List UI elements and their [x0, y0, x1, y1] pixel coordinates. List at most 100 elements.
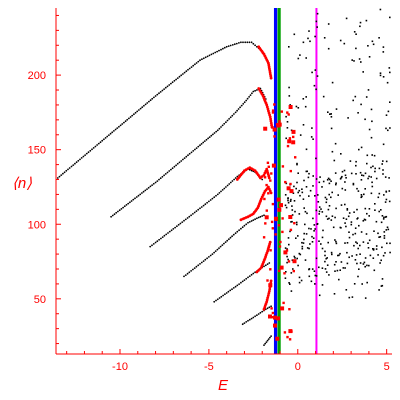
scatter-point [314, 283, 316, 285]
chain-point [202, 141, 205, 144]
scatter-point [306, 170, 308, 173]
chain-point [231, 288, 233, 291]
chain-point [200, 143, 203, 145]
scatter-point [362, 174, 365, 177]
chain-point [149, 185, 152, 188]
chain-point [250, 317, 253, 320]
red-point [279, 203, 283, 208]
scatter-point [343, 169, 346, 172]
scatter-point [362, 71, 364, 73]
y-tick-label: 50 [34, 294, 46, 306]
chain-point [139, 107, 142, 110]
chain-point [194, 63, 196, 66]
scatter-point [359, 171, 362, 174]
red-point [264, 222, 267, 225]
red-point [267, 176, 271, 180]
scatter-point [305, 186, 308, 188]
chain-point [216, 50, 219, 53]
scatter-point [301, 241, 303, 244]
scatter-point [355, 254, 358, 256]
red-point [271, 163, 276, 168]
red-segment-1 [257, 87, 274, 129]
scatter-point [359, 21, 362, 24]
scatter-point [357, 247, 359, 250]
scatter-point [356, 208, 358, 211]
scatter-point [319, 176, 321, 178]
scatter-point [379, 8, 382, 11]
chain-point [240, 227, 242, 230]
chain-point [163, 174, 166, 177]
chain-point [192, 64, 195, 67]
chain-point [249, 94, 252, 96]
scatter-point [338, 278, 340, 281]
scatter-point [286, 261, 288, 264]
red-point [279, 265, 284, 270]
scatter-point [318, 266, 320, 269]
scatter-point [343, 42, 346, 45]
scatter-point [370, 176, 372, 178]
red-point [274, 233, 277, 236]
scatter-point [304, 223, 306, 226]
chain-point [184, 218, 187, 221]
scatter-point [386, 242, 388, 245]
red-point [271, 311, 275, 315]
x-tick-label: -5 [204, 361, 214, 373]
chain-point [175, 164, 178, 167]
chain-point [231, 235, 234, 238]
chain-point [229, 181, 232, 184]
red-point [265, 298, 269, 302]
chain-point [85, 152, 88, 155]
chain-point [110, 215, 112, 218]
scatter-point [312, 138, 314, 140]
scatter-point [360, 194, 363, 196]
scatter-point [316, 75, 319, 77]
chain-point [146, 188, 148, 191]
scatter-point [388, 177, 390, 179]
scatter-point [330, 219, 333, 221]
scatter-point [354, 227, 357, 229]
scatter-point [386, 226, 389, 229]
chain-point [122, 206, 124, 209]
red-point [293, 222, 296, 225]
scatter-point [375, 220, 378, 223]
chain-point [173, 79, 176, 82]
chain-point [218, 192, 221, 194]
chain-point [103, 138, 105, 141]
scatter-point [385, 229, 388, 231]
scatter-point [308, 275, 311, 278]
chain-point [141, 192, 143, 194]
chain-point [144, 103, 147, 106]
chain-point [151, 244, 153, 247]
chain-point [243, 322, 246, 324]
scatter-point [330, 251, 333, 254]
scatter-point [329, 178, 331, 181]
scatter-point [325, 271, 328, 273]
scatter-point [304, 210, 307, 213]
scatter-point [318, 294, 321, 297]
scatter-point [387, 110, 390, 113]
red-point [289, 169, 292, 173]
chain-point [213, 251, 216, 254]
chain-point [248, 318, 251, 321]
chain-point [246, 97, 249, 100]
chain-point [163, 88, 166, 90]
scatter-point [328, 193, 330, 196]
chain-point [233, 43, 236, 46]
red-point [288, 137, 292, 140]
scatter-point [368, 208, 371, 210]
scatter-point [366, 212, 368, 215]
scatter-point [309, 189, 312, 192]
scatter-point [302, 242, 305, 244]
scatter-point [359, 25, 361, 28]
scatter-point [299, 134, 302, 136]
chain-point [213, 300, 216, 303]
scatter-point [287, 237, 290, 239]
scatter-point [327, 47, 330, 50]
chain-point [219, 245, 222, 248]
scatter-point [335, 261, 337, 263]
scatter-point [285, 115, 287, 118]
scatter-point [298, 252, 301, 255]
scatter-point [313, 224, 316, 226]
scatter-point [382, 254, 385, 257]
chain-0 [56, 41, 260, 179]
